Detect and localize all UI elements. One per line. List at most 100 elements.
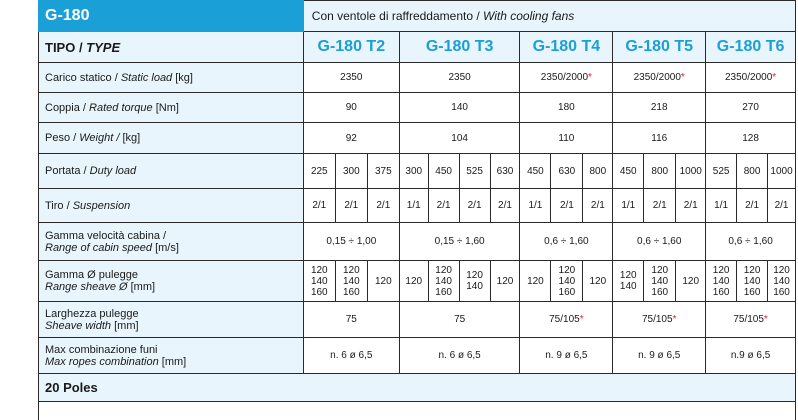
- blank-row: [38, 401, 796, 420]
- value-cell: 2/1: [582, 188, 614, 223]
- label-it: Carico statico /: [45, 71, 121, 84]
- torque-row: Coppia / Rated torque [Nm] 90 140 180 21…: [38, 92, 796, 123]
- sheave-cell: 120: [489, 260, 521, 302]
- label-it: Peso /: [45, 132, 80, 144]
- label-it: Coppia /: [45, 101, 90, 114]
- static-load-row: Carico statico / Static load [kg] 2350 2…: [38, 62, 796, 93]
- sheave-width-label: Larghezza pulegge Sheave width [mm]: [38, 301, 304, 338]
- value-cell: 2/1: [736, 188, 769, 223]
- value-cell: 104: [398, 122, 521, 154]
- model-t5: G-180 T5: [612, 31, 707, 63]
- value-cell: n.9 ø 6,5: [705, 337, 796, 374]
- sheave-cell: 120 140 160: [767, 260, 796, 302]
- duty-row: Portata / Duty load 225 300 375 300 450 …: [38, 153, 796, 189]
- sheave-cell: 120 140 160: [736, 260, 769, 302]
- value-cell: 1/1: [519, 188, 552, 223]
- sheave-cell: 120: [398, 260, 429, 302]
- value-cell: 90: [302, 92, 400, 123]
- footer-label: 20 Poles: [38, 373, 796, 402]
- sheave-width-row: Larghezza pulegge Sheave width [mm] 75 75…: [38, 301, 796, 338]
- model-t6: G-180 T6: [705, 31, 796, 63]
- sheave-cell: 120 140 160: [550, 260, 584, 302]
- spec-table: G-180 Con ventole di raffreddamento / Wi…: [38, 0, 797, 420]
- value-cell: 300: [334, 153, 368, 189]
- label-en: Rated torque: [89, 101, 153, 114]
- value-cell: 800: [643, 153, 677, 189]
- value-cell: 0,15 ÷ 1,00: [302, 222, 400, 261]
- value-cell: 140: [398, 92, 521, 123]
- value-cell: 2350/2000*: [612, 62, 707, 93]
- speed-row: Gamma velocità cabina / Range of cabin sp…: [38, 222, 796, 261]
- footnote-star: *: [763, 314, 768, 325]
- label-unit: [mm]: [158, 355, 187, 368]
- value-cell: 270: [705, 92, 796, 123]
- sheave-cell: 120 140 160: [334, 260, 368, 302]
- value-cell: 75/105*: [612, 301, 707, 338]
- value-cell: 2/1: [550, 188, 584, 223]
- type-label-it: TIPO /: [45, 39, 87, 55]
- label-en: Weight /: [79, 132, 120, 144]
- label-it: Tiro /: [45, 199, 73, 212]
- static-load-label: Carico statico / Static load [kg]: [38, 62, 304, 93]
- label-en: Range sheave Ø: [45, 281, 128, 293]
- value-cell: 2/1: [489, 188, 521, 223]
- value-cell: 1/1: [705, 188, 738, 223]
- value-cell: 800: [582, 153, 614, 189]
- value-cell: 0,6 ÷ 1,60: [519, 222, 614, 261]
- type-label-en: TYPE: [86, 39, 121, 55]
- sheave-cell: 120 140 160: [427, 260, 460, 302]
- value-cell: 2350/2000*: [519, 62, 614, 93]
- value-cell: 2/1: [643, 188, 677, 223]
- sheave-cell: 120 140: [458, 260, 491, 302]
- value-cell: n. 9 ø 6,5: [519, 337, 614, 374]
- label-unit: [m/s]: [152, 241, 179, 254]
- model-t2: G-180 T2: [302, 31, 400, 63]
- footnote-star: *: [588, 72, 592, 83]
- series-title: G-180: [38, 0, 304, 32]
- value-cell: 0,6 ÷ 1,60: [705, 222, 796, 261]
- model-t3: G-180 T3: [398, 31, 521, 63]
- ropes-label: Max combinazione funi Max ropes combinati…: [38, 337, 304, 374]
- sheave-cell: 120 140 160: [705, 260, 738, 302]
- header-note: Con ventole di raffreddamento / With coo…: [302, 0, 797, 32]
- value-cell: 2/1: [302, 188, 336, 223]
- sheave-cell: 120 140: [612, 260, 645, 302]
- model-row: TIPO / TYPE G-180 T2 G-180 T3 G-180 T4 G…: [38, 31, 796, 63]
- value-cell: 2/1: [767, 188, 796, 223]
- value-cell: 450: [519, 153, 552, 189]
- ropes-row: Max combinazione funi Max ropes combinati…: [38, 337, 796, 374]
- value-cell: 128: [705, 122, 796, 154]
- label-it: Max combinazione funi: [45, 343, 158, 356]
- value-cell: 75: [302, 301, 400, 338]
- label-en: Static load: [120, 71, 173, 84]
- sheave-row: Gamma Ø pulegge Range sheave Ø [mm] 120 14…: [38, 260, 796, 302]
- value-cell: 0,15 ÷ 1,60: [398, 222, 521, 261]
- label-unit: [Nm]: [152, 101, 179, 114]
- value: 75/105: [641, 314, 673, 325]
- value-cell: 300: [398, 153, 429, 189]
- weight-row: Peso / Weight / [kg] 92 104 110 116 128: [38, 122, 796, 154]
- value-cell: 0,6 ÷ 1,60: [612, 222, 707, 261]
- value-cell: 75: [398, 301, 521, 338]
- value-cell: 525: [705, 153, 738, 189]
- value: 75/105: [549, 314, 580, 325]
- label-en: Duty load: [89, 165, 137, 177]
- label-it: Portata /: [45, 165, 90, 177]
- value-cell: 800: [736, 153, 769, 189]
- value-cell: 92: [302, 122, 400, 154]
- value: 2350/2000: [633, 72, 681, 83]
- value-cell: 225: [302, 153, 336, 189]
- label-en: Max ropes combination: [45, 355, 159, 368]
- label-unit: [kg]: [119, 132, 141, 144]
- value-cell: 110: [519, 122, 614, 154]
- label-it: Larghezza pulegge: [45, 307, 139, 320]
- blank-cell: [38, 401, 796, 420]
- footnote-star: *: [772, 72, 777, 83]
- footnote-star: *: [680, 72, 685, 83]
- speed-label: Gamma velocità cabina / Range of cabin sp…: [38, 222, 304, 261]
- sheave-cell: 120 140 160: [302, 260, 336, 302]
- footnote-star: *: [672, 314, 677, 325]
- label-en: Suspension: [72, 199, 131, 212]
- value-cell: 116: [612, 122, 707, 154]
- value-cell: 525: [458, 153, 491, 189]
